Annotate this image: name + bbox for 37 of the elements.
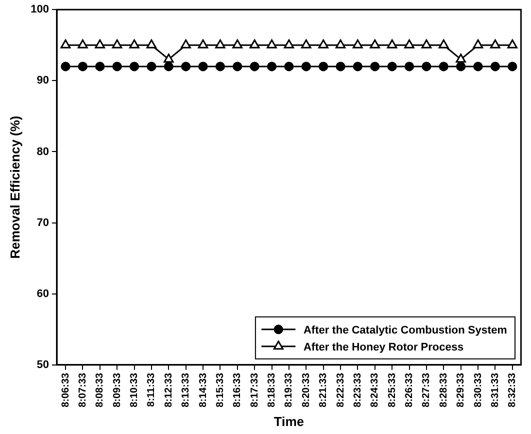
x-tick-label: 8:15:33 [214,372,226,408]
x-tick-label: 8:07:33 [77,372,88,408]
legend-label: After the Catalytic Combustion System [303,324,508,336]
x-tick-label: 8:11:33 [146,372,158,407]
x-tick-label: 8:19:33 [284,372,295,408]
x-tick-label: 8:13:33 [180,372,192,408]
y-tick-label: 90 [36,74,49,87]
x-tick-label: 8:06:33 [60,372,72,408]
y-tick-label: 70 [36,216,49,229]
x-tick-label: 8:10:33 [129,372,140,408]
x-tick-label: 8:23:33 [352,372,364,408]
x-axis-title: Time [274,414,304,429]
legend-label: After the Honey Rotor Process [303,341,464,354]
x-tick-label: 8:31:33 [490,372,501,408]
x-tick-label: 8:14:33 [198,372,209,408]
x-tick-label: 8:20:33 [300,372,312,408]
x-tick-label: 8:25:33 [386,372,398,408]
x-tick-label: 8:24:33 [370,372,381,408]
x-tick-label: 8:09:33 [112,372,123,408]
x-tick-label: 8:22:33 [335,372,346,408]
x-tick-label: 8:12:33 [163,372,174,408]
x-tick-label: 8:29:33 [456,372,467,408]
x-tick-label: 8:26:33 [404,372,416,408]
x-tick-label: 8:17:33 [249,372,260,408]
y-tick-label: 80 [36,146,49,158]
x-tick-label: 8:28:33 [438,372,450,408]
x-tick-label: 8:30:33 [472,372,484,408]
x-tick-label: 8:16:33 [232,372,244,408]
y-tick-label: 100 [30,4,49,16]
x-tick-label: 8:18:33 [266,372,278,408]
y-tick-label: 50 [36,358,49,371]
y-tick-label: 60 [36,288,49,300]
x-tick-label: 8:32:33 [507,372,518,408]
x-tick-label: 8:21:33 [318,372,330,408]
x-tick-label: 8:27:33 [421,372,432,408]
x-tick-label: 8:08:33 [94,372,106,408]
y-axis-title: Removal Efficiency (%) [7,116,22,259]
